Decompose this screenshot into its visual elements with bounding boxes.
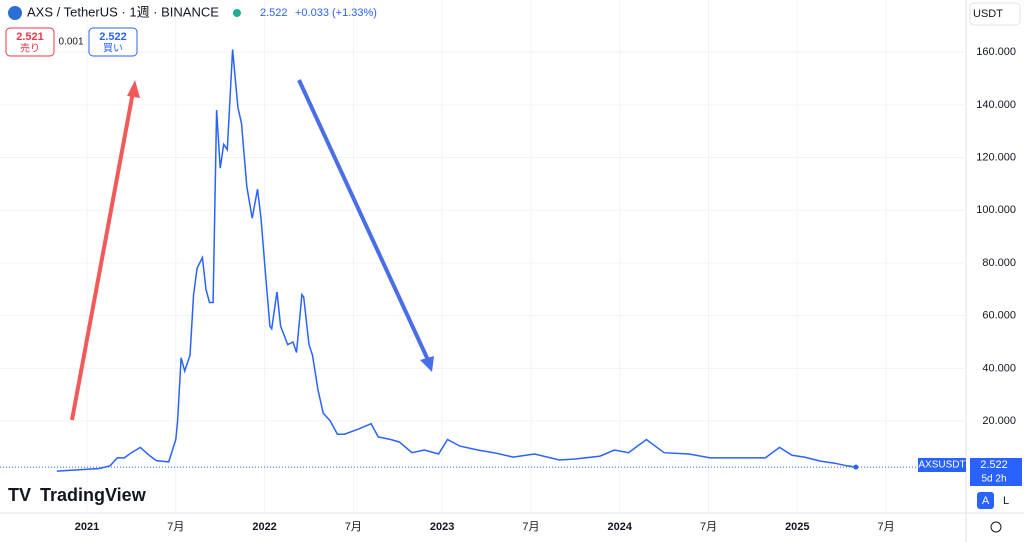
price-tag — [970, 458, 1022, 486]
x-tick-label: 7月 — [700, 521, 717, 533]
last-price-dot — [853, 464, 859, 470]
y-tick-label: 160.000 — [976, 46, 1016, 58]
x-tick-label: 2023 — [430, 521, 454, 533]
header-price: 2.522 — [260, 7, 288, 19]
price-line — [56, 49, 857, 472]
currency-button[interactable] — [969, 2, 1021, 26]
countdown: 5d 2h — [981, 474, 1006, 485]
red-arrowhead — [127, 80, 140, 98]
x-tick-label: 7月 — [522, 521, 539, 533]
buy-button[interactable] — [88, 27, 138, 57]
y-tick-label: 100.000 — [976, 204, 1016, 216]
symbol-tag-text: AXSUSDT — [918, 460, 965, 471]
annotation-arrows — [70, 79, 434, 421]
settings-icon[interactable] — [990, 521, 1002, 533]
sell-price: 2.521 — [16, 31, 44, 43]
y-tick-label: 140.000 — [976, 99, 1016, 111]
spread: 0.001 — [58, 37, 83, 48]
y-tick-label: 120.000 — [976, 151, 1016, 163]
logo-mark: TV — [8, 485, 31, 505]
blue-arrowhead — [420, 356, 434, 372]
plot — [0, 49, 966, 472]
x-tick-label: 2021 — [75, 521, 99, 533]
buy-price: 2.522 — [99, 31, 127, 43]
symbol-tag — [918, 458, 966, 472]
log-scale-label[interactable]: L — [1003, 495, 1009, 507]
header-change: +0.033 (+1.33%) — [295, 7, 377, 19]
x-tick-label: 2024 — [607, 521, 632, 533]
y-tick-label: 80.000 — [982, 257, 1016, 269]
logo: TradingView — [40, 485, 147, 505]
x-tick-label: 7月 — [345, 521, 362, 533]
x-tick-label: 7月 — [167, 521, 184, 533]
y-tick-label: 20.000 — [982, 415, 1016, 427]
symbol-title: AXS / TetherUS · 1週 · BINANCE — [27, 4, 219, 19]
x-tick-label: 2025 — [785, 521, 809, 533]
currency: USDT — [973, 8, 1003, 20]
x-tick-label: 7月 — [878, 521, 895, 533]
sell-button[interactable] — [5, 27, 55, 57]
price-tag-text: 2.522 — [980, 459, 1008, 471]
x-tick-label: 2022 — [252, 521, 276, 533]
market-status — [233, 9, 241, 17]
y-tick-label: 40.000 — [982, 362, 1016, 374]
symbol-icon — [8, 6, 22, 20]
auto-scale-label: A — [982, 495, 990, 507]
auto-scale-button[interactable] — [977, 492, 994, 509]
blue-arrow — [297, 79, 430, 361]
sell-label: 売り — [20, 42, 40, 55]
buy-label: 買い — [103, 43, 123, 55]
red-arrow — [70, 91, 135, 421]
y-tick-label: 60.000 — [982, 310, 1016, 322]
